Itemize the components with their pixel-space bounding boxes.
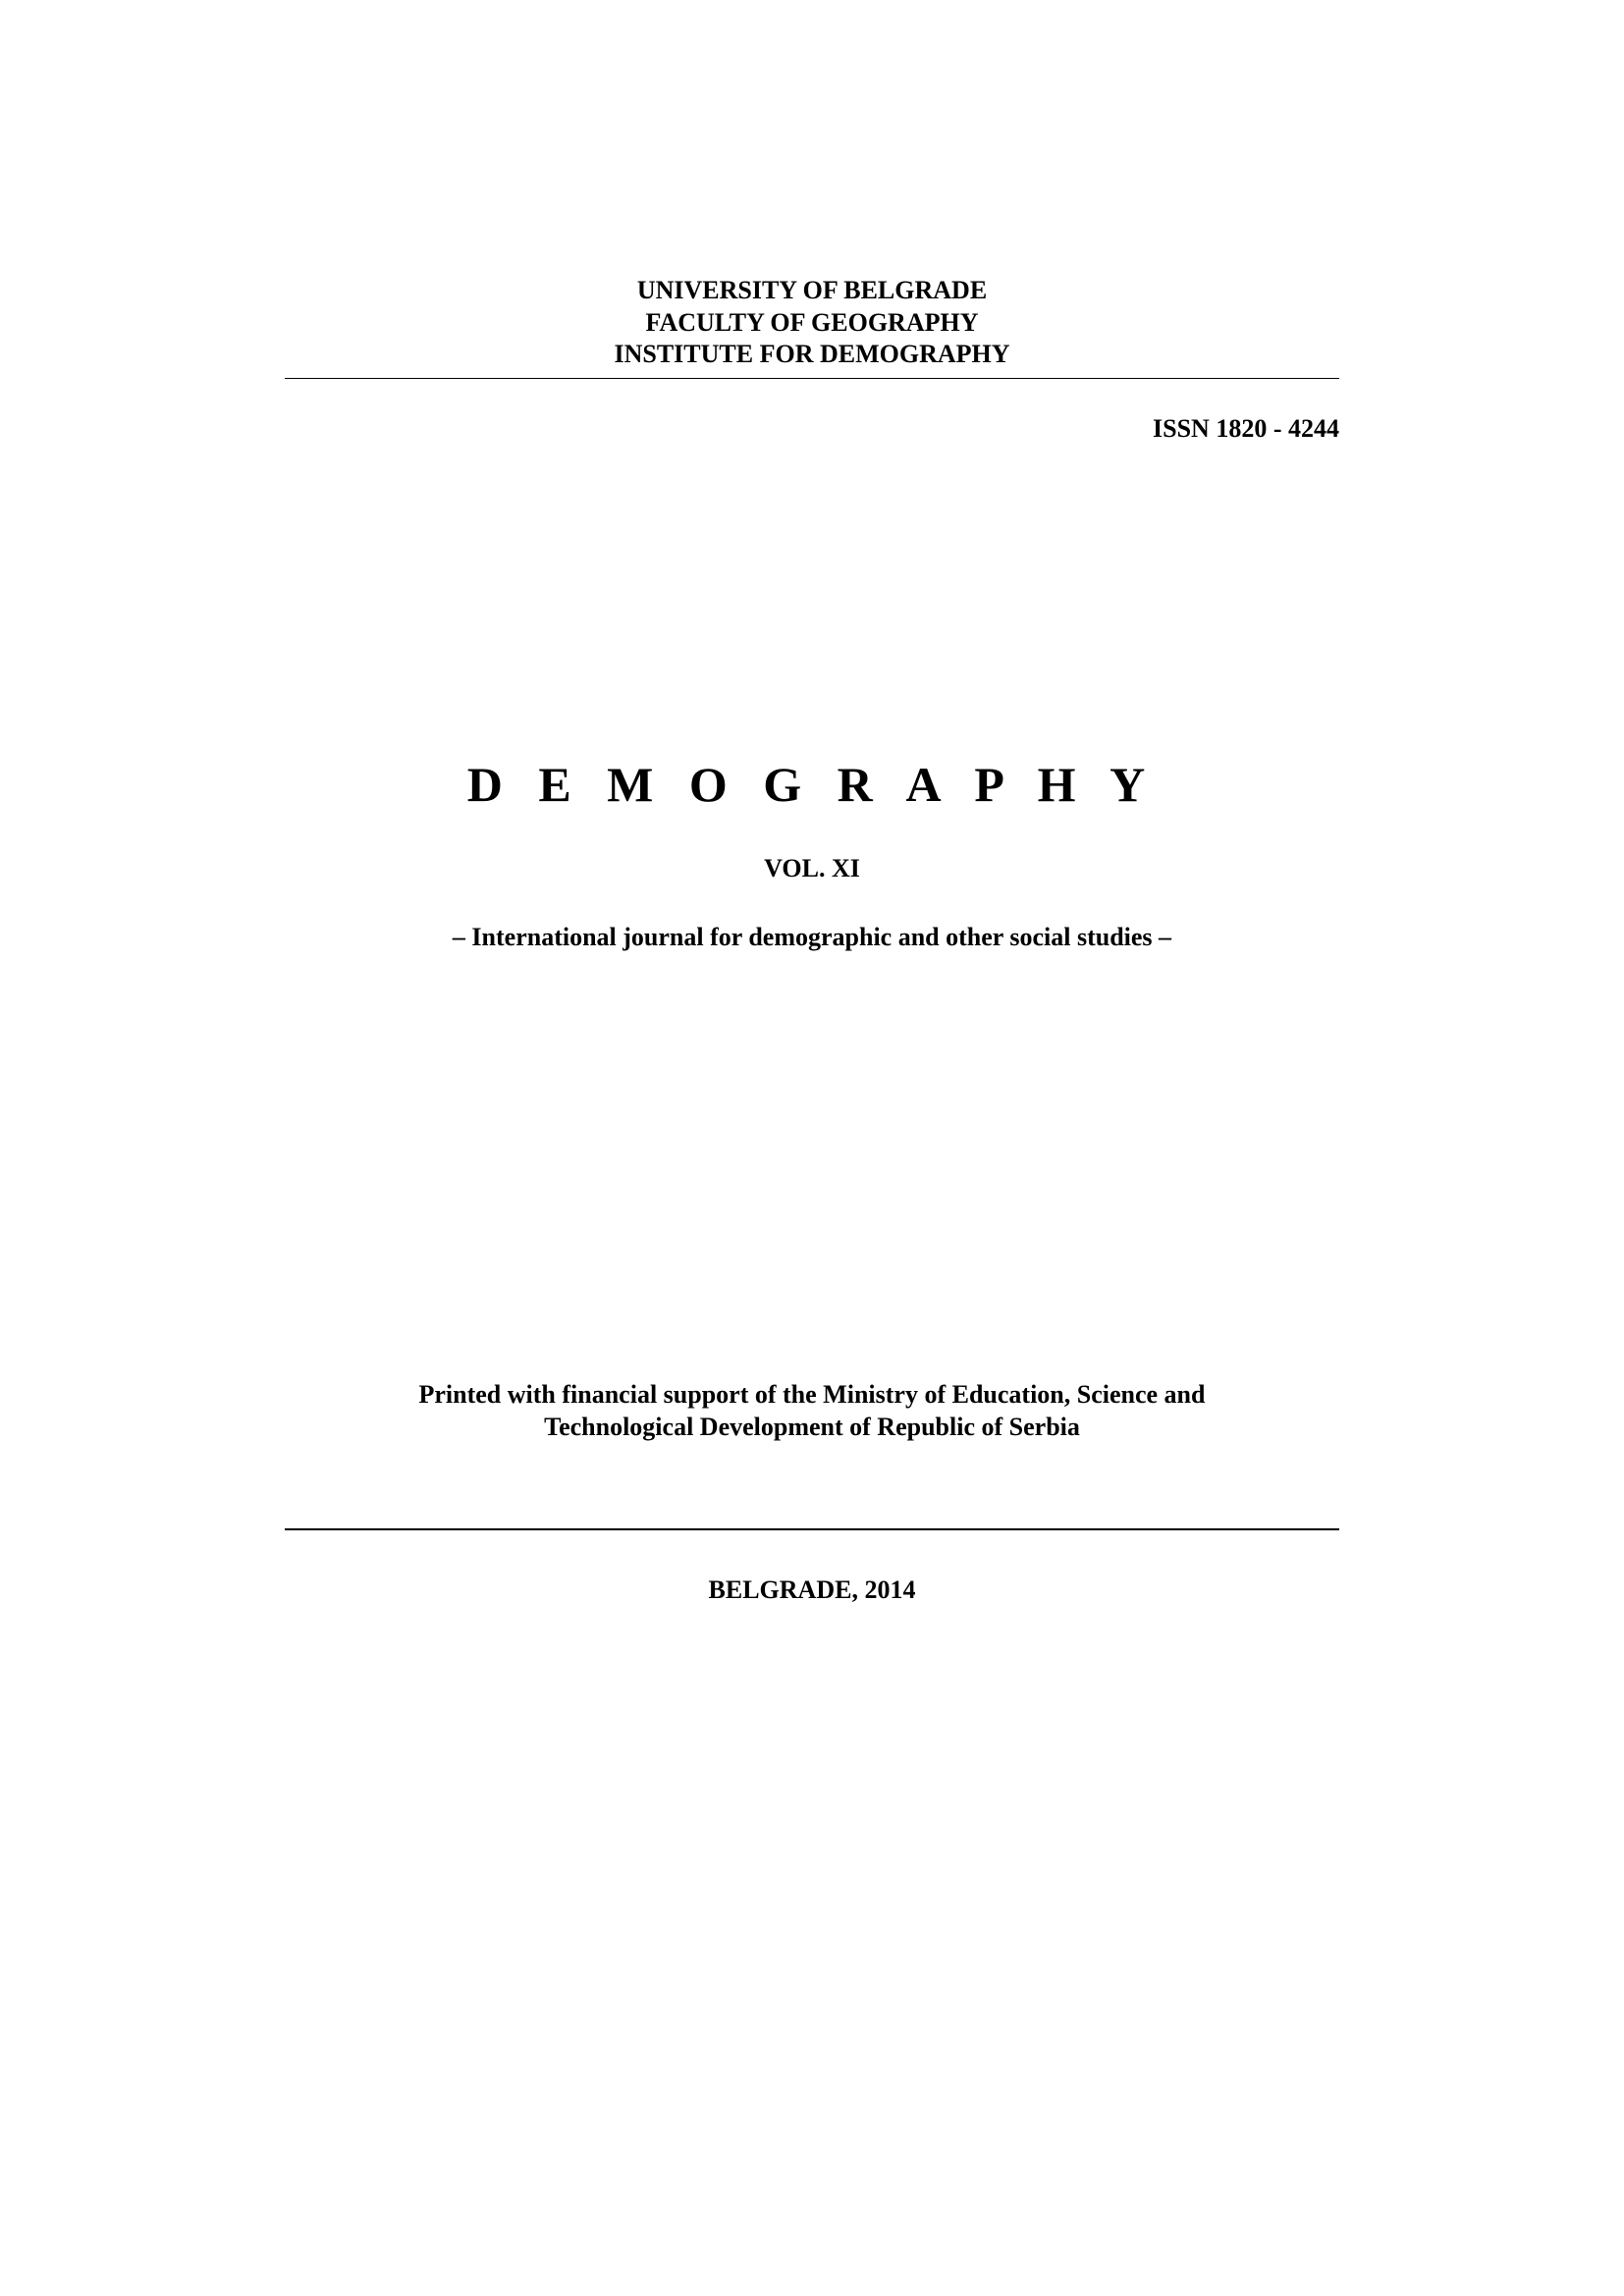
publication-city-year: BELGRADE, 2014: [285, 1575, 1339, 1605]
journal-subtitle: – International journal for demographic …: [285, 923, 1339, 952]
journal-title: D E M O G R A P H Y: [285, 756, 1339, 813]
divider-top: [285, 378, 1339, 379]
publisher-header: UNIVERSITY OF BELGRADE FACULTY OF GEOGRA…: [285, 275, 1339, 371]
issn-number: ISSN 1820 - 4244: [1153, 414, 1339, 444]
funding-acknowledgment: Printed with financial support of the Mi…: [285, 1379, 1339, 1443]
faculty-name: FACULTY OF GEOGRAPHY: [285, 307, 1339, 340]
page-content: UNIVERSITY OF BELGRADE FACULTY OF GEOGRA…: [285, 0, 1339, 2296]
volume-number: VOL. XI: [285, 854, 1339, 883]
university-name: UNIVERSITY OF BELGRADE: [285, 275, 1339, 307]
institute-name: INSTITUTE FOR DEMOGRAPHY: [285, 339, 1339, 371]
divider-bottom: [285, 1528, 1339, 1530]
funding-line-1: Printed with financial support of the Mi…: [285, 1379, 1339, 1412]
funding-line-2: Technological Development of Republic of…: [285, 1412, 1339, 1444]
